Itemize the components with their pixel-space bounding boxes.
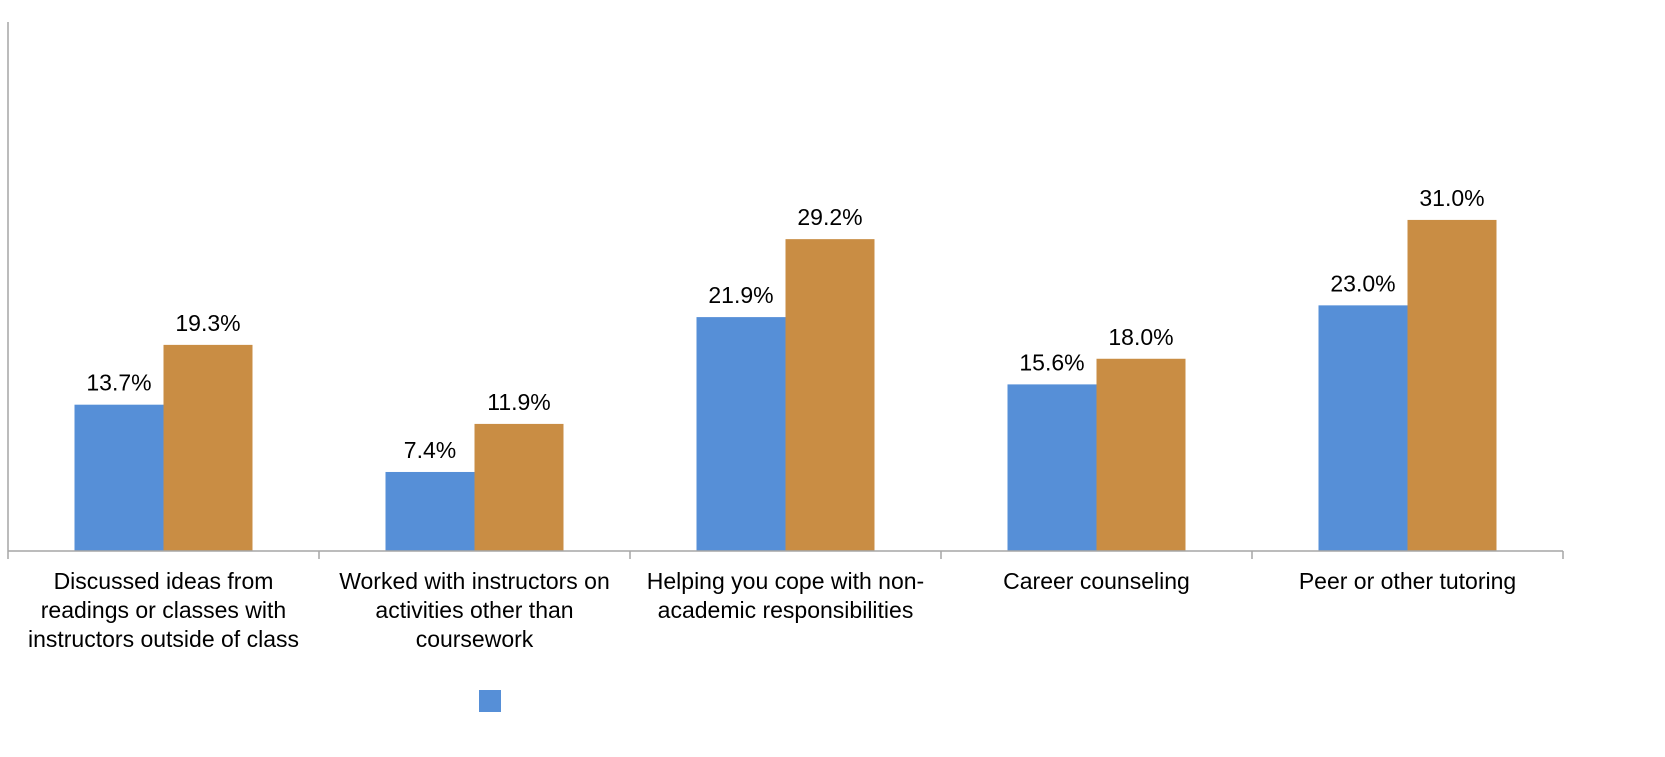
data-label-series2-cat2: 11.9% bbox=[487, 389, 551, 415]
bars-layer bbox=[74, 219, 1497, 552]
bar-series1-cat5 bbox=[1318, 305, 1408, 551]
bar-series1-cat2 bbox=[385, 471, 475, 551]
value-labels-layer: 13.7% 19.3% 7.4% 11.9% 21.9% 29.2% 15.6% 18.0% 2… bbox=[86, 185, 1484, 463]
bar-series2-cat1 bbox=[163, 344, 253, 551]
bar-series1-cat1 bbox=[74, 404, 164, 551]
category-label-1-line-1: Discussed ideas from bbox=[54, 568, 274, 594]
category-label-2-line-2: activities other than bbox=[375, 597, 573, 623]
category-label-3-line-2: academic responsibilities bbox=[658, 597, 914, 623]
bar-series1-cat4 bbox=[1007, 384, 1097, 551]
bar-series2-cat3 bbox=[785, 239, 875, 552]
data-label-series1-cat1: 13.7% bbox=[86, 370, 151, 396]
data-label-series2-cat5: 31.0% bbox=[1419, 185, 1484, 211]
data-label-series1-cat2: 7.4% bbox=[404, 437, 456, 463]
bar-series2-cat4 bbox=[1096, 358, 1186, 551]
axes-layer bbox=[7, 22, 1564, 559]
bar-series1-cat3 bbox=[696, 317, 786, 551]
category-label-4-line-1: Career counseling bbox=[1003, 568, 1190, 594]
category-label-1-line-3: instructors outside of class bbox=[28, 626, 299, 652]
data-label-series1-cat3: 21.9% bbox=[708, 282, 773, 308]
data-label-series2-cat1: 19.3% bbox=[175, 310, 240, 336]
legend bbox=[479, 690, 501, 712]
category-label-1-line-2: readings or classes with bbox=[41, 597, 286, 623]
bar-series2-cat2 bbox=[474, 423, 564, 551]
category-label-5-line-1: Peer or other tutoring bbox=[1299, 568, 1516, 594]
data-label-series2-cat3: 29.2% bbox=[797, 204, 862, 230]
bar-series2-cat5 bbox=[1407, 219, 1497, 552]
category-label-3-line-1: Helping you cope with non- bbox=[647, 568, 924, 594]
data-label-series2-cat4: 18.0% bbox=[1108, 324, 1173, 350]
category-label-2-line-3: coursework bbox=[416, 626, 534, 652]
data-label-series1-cat5: 23.0% bbox=[1330, 270, 1395, 296]
legend-swatch-series1 bbox=[479, 690, 501, 712]
category-labels-layer: Discussed ideas from readings or classes … bbox=[28, 568, 1516, 652]
category-label-2-line-1: Worked with instructors on bbox=[339, 568, 610, 594]
data-label-series1-cat4: 15.6% bbox=[1019, 349, 1084, 375]
